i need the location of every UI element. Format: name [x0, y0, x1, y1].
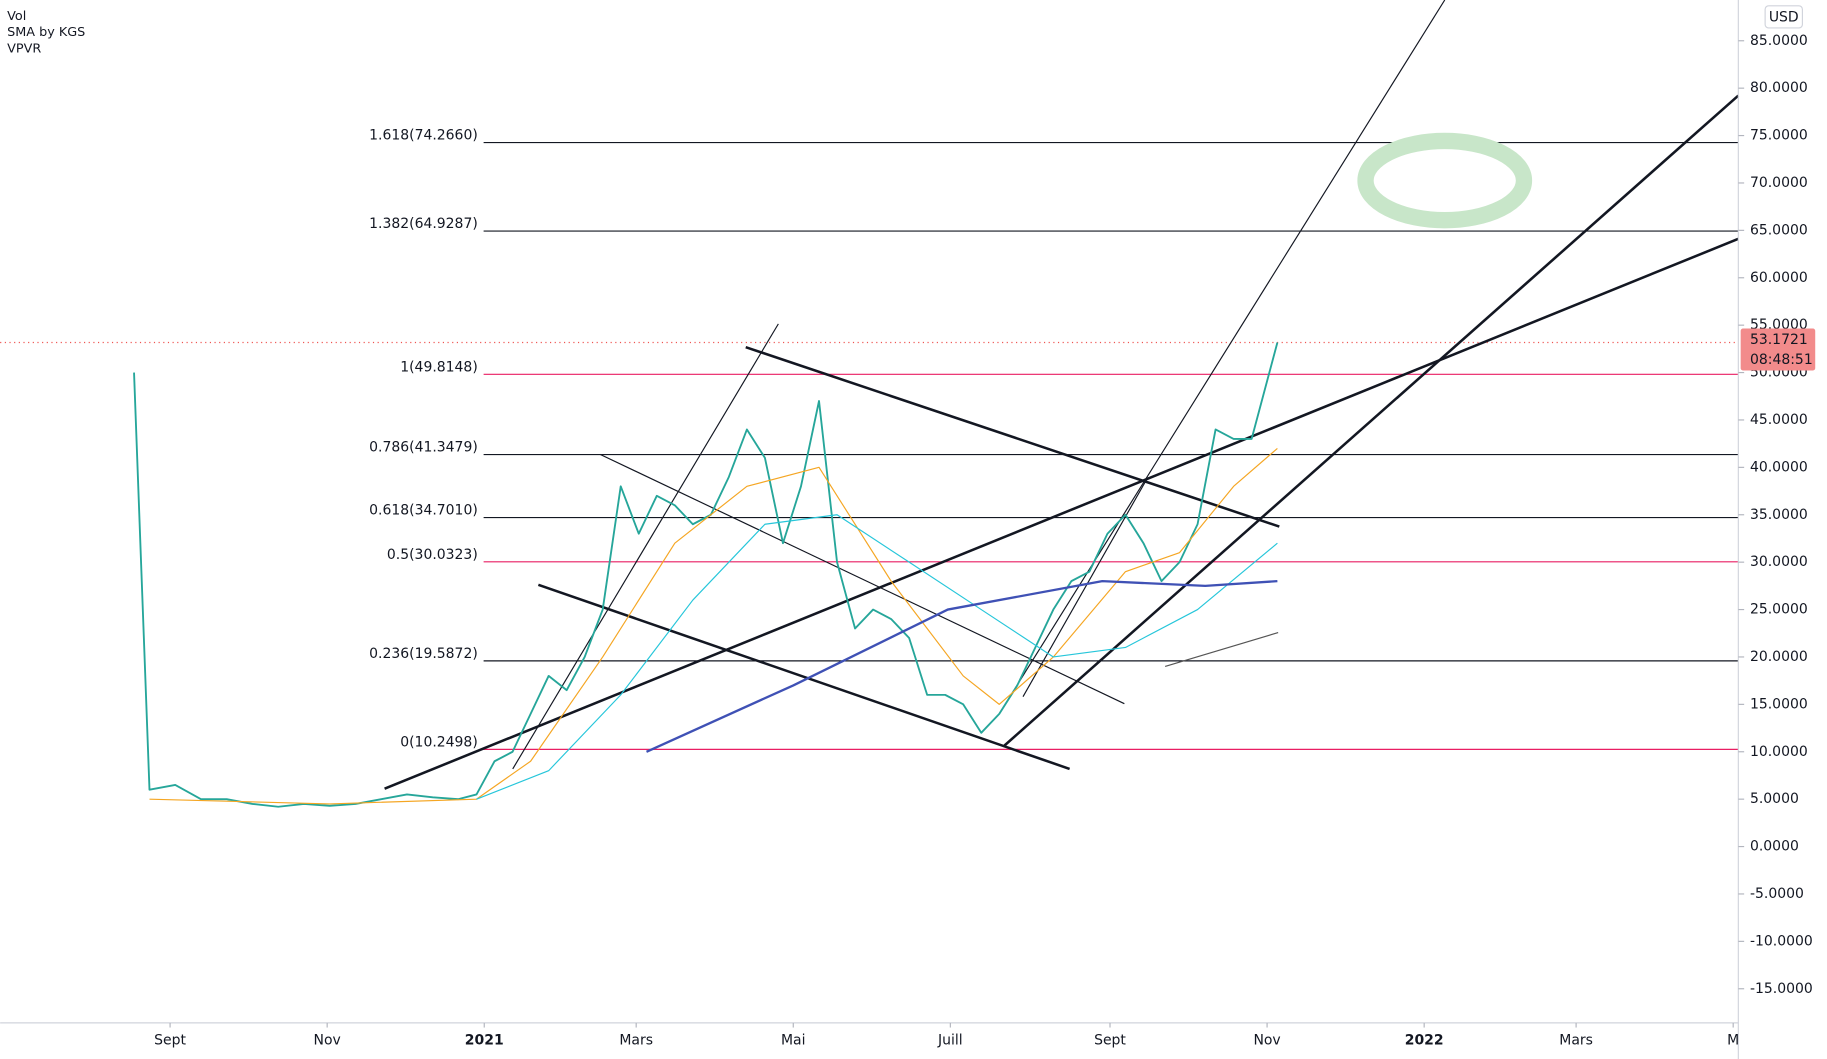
x-tick-label: Mars — [619, 1032, 653, 1048]
trendline — [1003, 94, 1740, 747]
y-tick-label: 80.0000 — [1750, 80, 1808, 96]
currency: USD — [1769, 9, 1799, 25]
trendline — [512, 323, 779, 770]
x-tick-label: Mars — [1559, 1032, 1593, 1048]
trendline — [599, 453, 1125, 705]
indicator-label: Vol — [7, 9, 26, 24]
y-tick-label: 45.0000 — [1750, 412, 1808, 428]
y-tick-label: 5.0000 — [1750, 791, 1799, 807]
y-tick-label: 15.0000 — [1750, 696, 1808, 712]
trendline — [745, 345, 1280, 528]
y-tick-label: 70.0000 — [1750, 175, 1808, 191]
y-tick-label: 30.0000 — [1750, 554, 1808, 570]
x-tick-label: Nov — [314, 1032, 341, 1048]
x-tick-label: 2021 — [465, 1032, 504, 1048]
y-tick-label: -15.0000 — [1750, 981, 1813, 997]
fib-label: 1.618(74.2660) — [369, 128, 478, 144]
trendline — [384, 237, 1739, 790]
y-tick-label: 40.0000 — [1750, 459, 1808, 475]
x-tick-label: Mai — [781, 1032, 806, 1048]
y-tick-label: 75.0000 — [1750, 128, 1808, 144]
y-tick-label: 85.0000 — [1750, 33, 1808, 49]
fib-label: 0.5(30.0323) — [387, 547, 478, 563]
trendline — [1164, 632, 1279, 667]
x-tick-label: 2022 — [1405, 1032, 1444, 1048]
y-tick-label: 65.0000 — [1750, 222, 1808, 238]
price-line — [476, 514, 1278, 800]
x-tick-label: Nov — [1253, 1032, 1280, 1048]
price-line — [149, 447, 1278, 805]
price-line — [646, 579, 1278, 753]
fib-label: 0.236(19.5872) — [369, 646, 478, 662]
drawings — [384, 0, 1740, 790]
y-tick-label: -5.0000 — [1750, 886, 1804, 902]
fib-label: 1(49.8148) — [400, 359, 478, 375]
countdown-label: 08:48:51 — [1750, 352, 1813, 368]
y-tick-label: -10.0000 — [1750, 933, 1813, 949]
currency-box[interactable] — [1764, 5, 1803, 29]
x-tick-label: Sept — [154, 1032, 186, 1048]
fib-label: 1.382(64.9287) — [369, 216, 478, 232]
x-tick-label: M — [1727, 1032, 1739, 1048]
x-tick-label: Sept — [1094, 1032, 1126, 1048]
fib-label: 0(10.2498) — [400, 734, 478, 750]
trendline — [999, 0, 1446, 714]
y-tick-label: 20.0000 — [1750, 649, 1808, 665]
indicator-label: VPVR — [7, 41, 41, 56]
y-tick-label: 0.0000 — [1750, 839, 1799, 855]
x-tick-label: Juill — [937, 1032, 963, 1048]
y-tick-label: 10.0000 — [1750, 744, 1808, 760]
price-line — [133, 342, 1279, 808]
trendline — [1022, 477, 1149, 697]
price-badge — [1740, 328, 1816, 371]
trendline — [537, 583, 1071, 771]
current-price-label: 53.1721 — [1750, 332, 1808, 348]
fib-label: 0.618(34.7010) — [369, 503, 478, 519]
y-tick-label: 60.0000 — [1750, 270, 1808, 286]
indicator-label: SMA by KGS — [7, 25, 85, 40]
y-tick-label: 25.0000 — [1750, 602, 1808, 618]
y-tick-label: 35.0000 — [1750, 507, 1808, 523]
fib-label: 0.786(41.3479) — [369, 440, 478, 456]
highlight-circle — [1357, 132, 1533, 229]
